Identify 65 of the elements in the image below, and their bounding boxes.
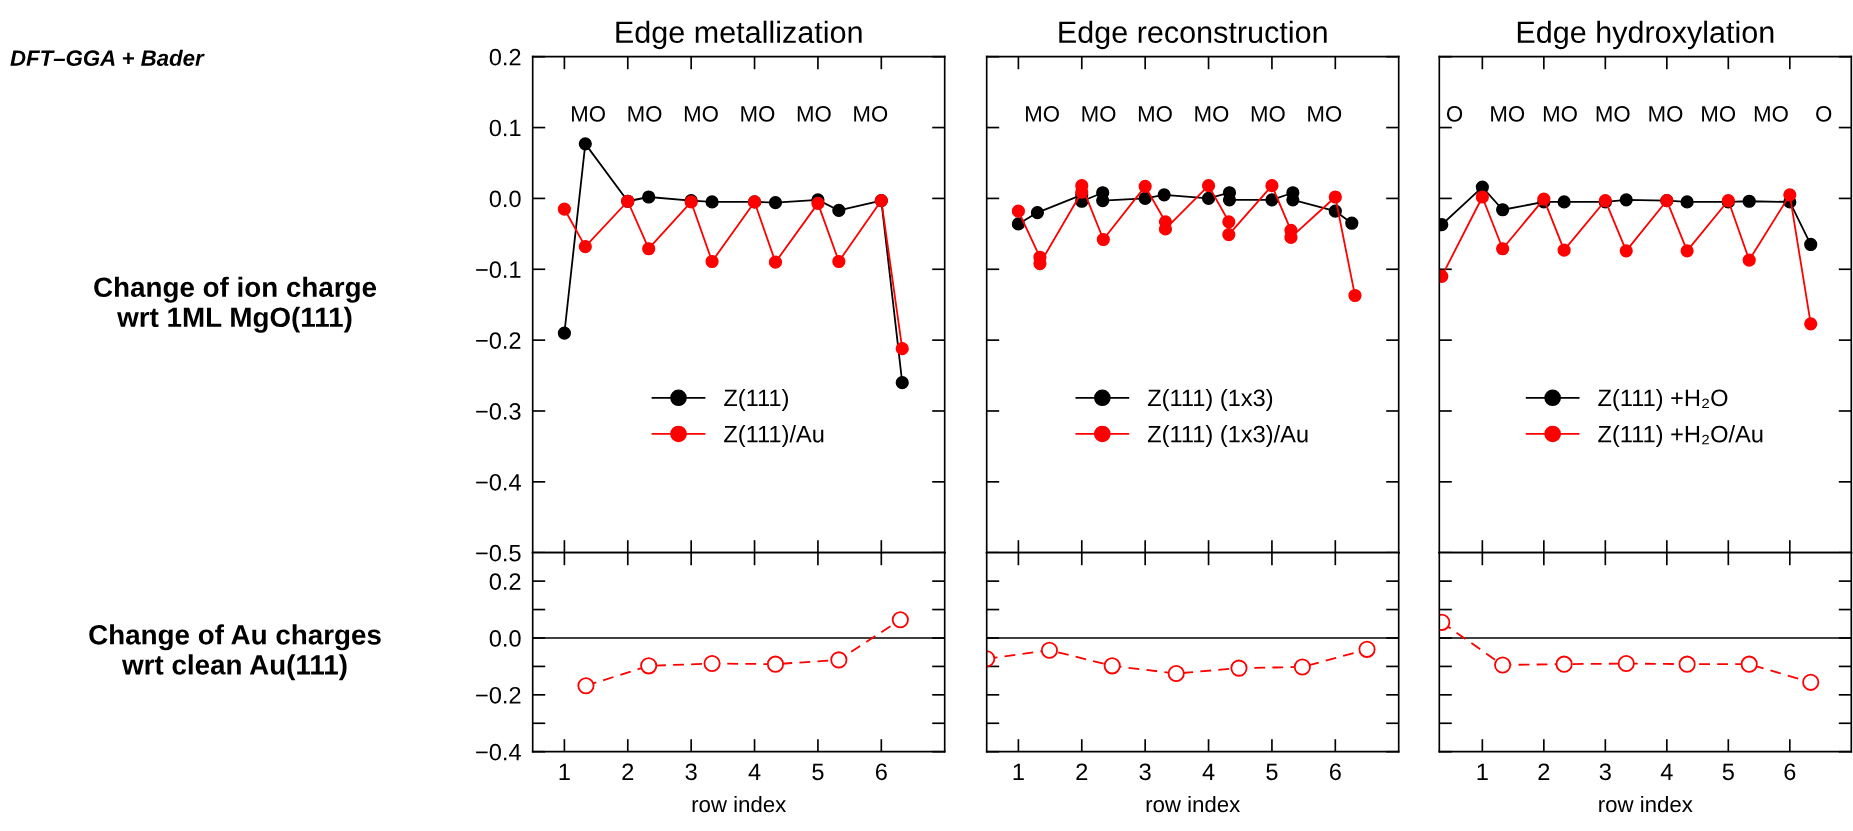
x-tick-label: 3: [1599, 763, 1611, 781]
annotation: MO: [1543, 105, 1577, 122]
y-tick-label: −0.5: [476, 544, 521, 562]
y-tick-label: −0.2: [476, 686, 521, 704]
x-tick-label: 3: [685, 763, 697, 781]
x-tick-label: 2: [1538, 763, 1550, 780]
y-tick-label: 0.1: [489, 119, 521, 137]
annotation: MO: [797, 105, 831, 122]
x-tick-label: 6: [1784, 763, 1796, 781]
annotation: MO: [1026, 105, 1059, 122]
annotation: MO: [1082, 105, 1116, 122]
y-tick-label: 0.2: [489, 573, 521, 590]
y-tick-label: 0.2: [489, 48, 521, 66]
x-tick-label: 5: [812, 763, 824, 781]
legend-label: Z(111): [724, 388, 788, 411]
chart-title: Edge metallization: [616, 20, 862, 50]
y-tick-label: −0.4: [476, 743, 521, 761]
y-tick-label: 0.0: [489, 190, 521, 208]
annotation: MO: [572, 105, 605, 122]
y-axis-title: Change of Au charges wrt clean Au(111): [89, 624, 381, 681]
text: DFT–GGA + Bader: [10, 49, 205, 66]
x-axis-title: row index: [1146, 795, 1241, 813]
annotation: MO: [1251, 105, 1285, 122]
y-tick-label: 0.0: [489, 630, 521, 647]
legend-label: Z(111) +H₂O: [1598, 388, 1728, 411]
chart-title: Edge hydroxylation: [1517, 20, 1774, 50]
annotation: O: [1816, 105, 1832, 122]
y-tick-label: −0.1: [476, 261, 521, 279]
legend-label: Z(111) (1x3)/Au: [1147, 425, 1308, 448]
annotation: MO: [1195, 105, 1229, 122]
x-tick-label: 1: [1013, 763, 1024, 780]
x-tick-label: 2: [622, 763, 634, 780]
x-tick-label: 6: [875, 763, 887, 781]
legend-label: Z(111) (1x3): [1147, 388, 1273, 411]
x-tick-label: 6: [1329, 763, 1341, 781]
annotation: MO: [684, 105, 718, 122]
y-tick-label: −0.3: [476, 403, 521, 420]
x-tick-label: 5: [1722, 763, 1734, 781]
annotation: MO: [1138, 105, 1172, 122]
x-tick-label: 3: [1139, 763, 1151, 781]
y-tick-label: −0.4: [476, 473, 521, 491]
annotation: O: [1446, 105, 1463, 122]
y-tick-label: −0.2: [476, 332, 521, 349]
x-axis-title: row index: [1599, 795, 1693, 813]
annotation: MO: [628, 105, 662, 122]
x-tick-label: 1: [559, 763, 570, 780]
x-tick-label: 4: [1202, 763, 1215, 780]
legend-label: Z(111)/Au: [724, 425, 824, 448]
annotation: MO: [1702, 105, 1736, 122]
x-tick-label: 4: [748, 763, 761, 780]
annotation: MO: [1649, 105, 1683, 122]
annotation: MO: [1596, 105, 1630, 122]
annotation: MO: [1308, 105, 1342, 122]
y-axis-title: Change of ion charge wrt 1ML MgO(111): [94, 276, 377, 333]
annotation: MO: [854, 105, 888, 122]
chart-title: Edge reconstruction: [1059, 20, 1327, 50]
x-axis-title: row index: [692, 795, 787, 813]
x-tick-label: 1: [1477, 763, 1488, 780]
x-tick-label: 4: [1660, 763, 1673, 780]
x-tick-label: 5: [1266, 763, 1278, 781]
annotation: MO: [741, 105, 775, 122]
x-tick-label: 2: [1076, 763, 1088, 780]
annotation: MO: [1491, 105, 1525, 122]
annotation: MO: [1754, 105, 1788, 122]
legend-label: Z(111) +H₂O/Au: [1598, 425, 1763, 448]
